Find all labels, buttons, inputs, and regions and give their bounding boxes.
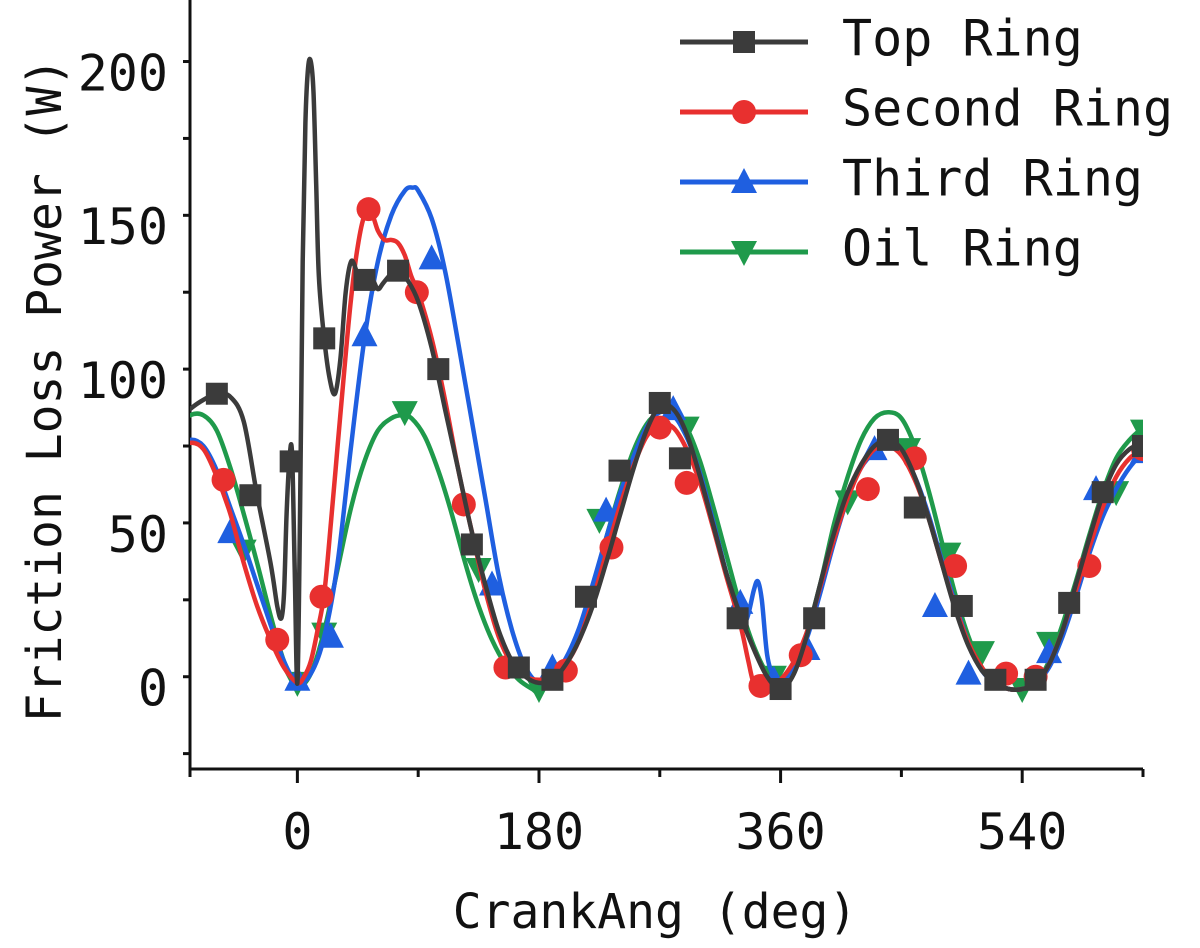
legend: Top Ring Second Ring Third Ring Oil Ring (680, 10, 1173, 278)
data-point-third-ring (955, 659, 982, 685)
data-point-top-ring (1132, 435, 1143, 458)
data-point-second-ring (647, 415, 672, 440)
data-point-top-ring (460, 533, 483, 556)
data-point-top-ring (541, 668, 564, 691)
data-point-top-ring (239, 484, 262, 507)
data-point-top-ring (608, 459, 631, 482)
series-top-ring (190, 56, 1143, 701)
data-point-oil-ring (935, 542, 962, 568)
data-point-third-ring (317, 622, 344, 648)
data-point-top-ring (205, 382, 228, 405)
series-line-second-ring (190, 208, 1143, 692)
data-point-third-ring (1036, 638, 1063, 664)
data-point-top-ring (313, 327, 336, 350)
x-tick-label: 360 (735, 803, 825, 861)
legend-label-third-ring: Third Ring (842, 150, 1143, 208)
legend-item-oil-ring: Oil Ring (680, 220, 1083, 278)
data-point-second-ring (748, 673, 773, 698)
y-tick-label: 0 (138, 660, 168, 718)
legend-marker-third-ring (731, 168, 757, 193)
legend-marker-second-ring (732, 100, 756, 124)
data-point-top-ring (574, 585, 597, 608)
data-point-second-ring (309, 584, 334, 609)
data-point-top-ring (507, 656, 530, 679)
legend-item-top-ring: Top Ring (680, 10, 1083, 68)
data-point-third-ring (351, 321, 378, 347)
legend-item-second-ring: Second Ring (680, 80, 1173, 138)
data-point-top-ring (726, 607, 749, 630)
data-point-top-ring (387, 259, 410, 282)
data-point-top-ring (769, 678, 792, 701)
y-tick-label: 100 (78, 352, 168, 410)
legend-label-oil-ring: Oil Ring (842, 220, 1083, 278)
data-point-top-ring (1058, 591, 1081, 614)
legend-marker-top-ring (733, 31, 755, 53)
y-tick-label: 50 (108, 506, 168, 564)
data-point-top-ring (984, 668, 1007, 691)
data-point-top-ring (903, 496, 926, 519)
data-point-second-ring (356, 197, 381, 222)
data-point-third-ring (593, 496, 620, 522)
data-point-top-ring (803, 607, 826, 630)
x-tick-label: 540 (977, 803, 1067, 861)
data-point-oil-ring (391, 401, 418, 427)
x-tick-label: 0 (282, 803, 312, 861)
x-axis-title: CrankAng (deg) (453, 884, 858, 940)
data-point-second-ring (855, 477, 880, 502)
data-point-top-ring (876, 428, 899, 451)
data-point-top-ring (950, 594, 973, 617)
legend-item-third-ring: Third Ring (680, 150, 1143, 208)
series-line-top-ring (190, 56, 1143, 692)
y-tick-label: 200 (78, 44, 168, 102)
y-axis-title: Friction Loss Power (W) (17, 58, 73, 723)
data-point-top-ring (353, 268, 376, 291)
legend-marker-oil-ring (731, 241, 757, 266)
data-point-oil-ring (164, 413, 190, 438)
plot-area: 0 50 100 150 200 0 180 360 540 (78, 0, 1145, 861)
data-point-second-ring (674, 470, 699, 495)
legend-label-top-ring: Top Ring (842, 10, 1083, 68)
y-axis-title-group: Friction Loss Power (W) (17, 58, 73, 723)
data-point-second-ring (943, 553, 968, 578)
data-point-second-ring (265, 627, 290, 652)
data-point-third-ring (418, 244, 445, 270)
data-point-oil-ring (968, 641, 995, 667)
data-point-top-ring (279, 450, 302, 473)
data-point-third-ring (921, 591, 948, 617)
data-point-top-ring (427, 358, 450, 381)
data-point-top-ring (648, 391, 671, 414)
legend-label-second-ring: Second Ring (842, 80, 1173, 138)
data-point-top-ring (1091, 481, 1114, 504)
data-point-second-ring (211, 467, 236, 492)
data-point-top-ring (1024, 668, 1047, 691)
x-tick-label: 180 (494, 803, 584, 861)
data-point-top-ring (668, 447, 691, 470)
y-tick-label: 150 (78, 198, 168, 256)
